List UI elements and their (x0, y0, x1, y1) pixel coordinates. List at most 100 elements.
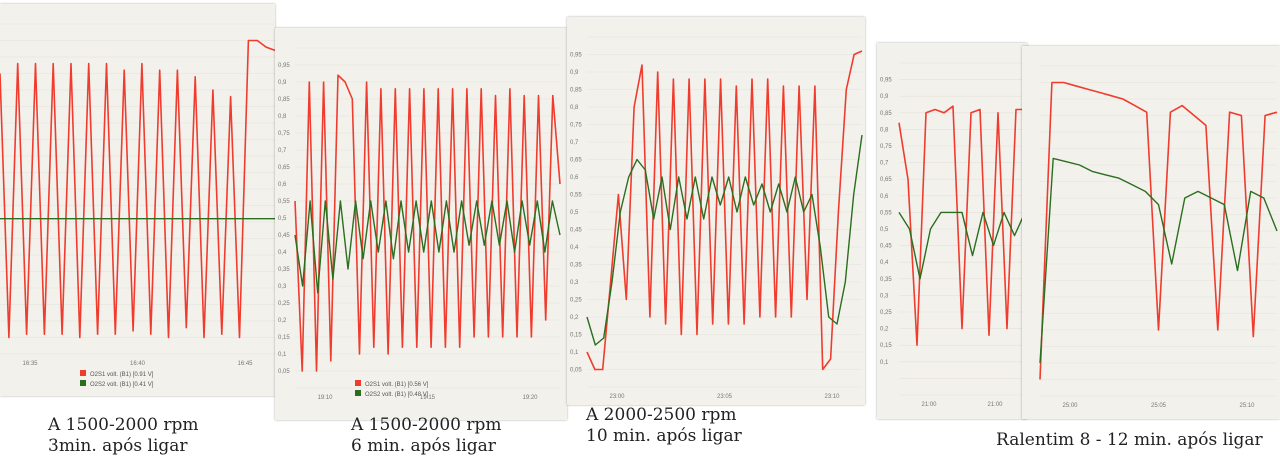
series-line-o2s1 (0, 39, 275, 339)
y-tick-label: 0,2 (880, 327, 889, 333)
x-tick-label: 19:20 (522, 395, 538, 401)
y-tick-label: 0,35 (880, 277, 892, 283)
x-tick-label: 16:45 (237, 361, 253, 367)
series-line-o2s2 (1039, 157, 1278, 364)
chart-2-svg: 0,05 0,1 0,15 0,2 0,25 0,3 0,35 0,4 0,45 0,5 0,55 0… (278, 47, 561, 401)
x-tick-label: 16:40 (130, 361, 146, 367)
x-tick-label: 23:00 (609, 394, 625, 400)
y-tick-label: 0,35 (570, 263, 582, 269)
series-line-o2s1 (586, 50, 863, 371)
legend-label: O2S1 volt. (B1) [0.56 V] (365, 382, 429, 388)
y-tick-label: 0,1 (278, 352, 287, 358)
y-tick-label: 0,05 (570, 368, 582, 374)
y-tick-label: 0,8 (570, 105, 579, 111)
chart-panel-2: 0,05 0,1 0,15 0,2 0,25 0,3 0,35 0,4 0,45 0,5 0,55 0… (275, 28, 567, 420)
y-tick-label: 0,95 (880, 78, 892, 84)
y-tick-label: 0,05 (278, 369, 290, 375)
x-tick-label: 25:00 (1062, 403, 1078, 409)
y-tick-label: 0,65 (278, 165, 290, 171)
legend-swatch (80, 380, 86, 386)
y-tick-label: 0,2 (278, 318, 287, 324)
y-tick-label: 0,25 (570, 298, 582, 304)
x-tick-label: 23:05 (717, 394, 733, 400)
chart-panel-5: 25:00 25:05 25:10 (1022, 46, 1280, 419)
caption-1-line1: A 1500-2000 rpm (48, 415, 199, 435)
chart-1-svg: 16:35 16:40 16:45 O2S1 volt. (B1) [0.91 V] O… (0, 23, 275, 388)
y-tick-label: 0,1 (880, 360, 889, 366)
caption-1: A 1500-2000 rpm 3min. após ligar (48, 415, 199, 457)
y-tick-label: 0,6 (570, 175, 579, 181)
x-tick-label: 21:00 (921, 402, 937, 408)
x-tick-label: 23:10 (824, 394, 840, 400)
series-line-o2s1 (294, 74, 561, 372)
y-tick-label: 0,9 (880, 94, 889, 100)
y-tick-label: 0,65 (880, 177, 892, 183)
caption-3: A 2000-2500 rpm 10 min. após ligar (586, 405, 742, 447)
caption-3-line1: A 2000-2500 rpm (586, 405, 737, 425)
y-tick-label: 0,85 (278, 97, 290, 103)
series-line-o2s1 (1039, 81, 1278, 380)
y-tick-label: 0,45 (278, 233, 290, 239)
y-tick-label: 0,5 (880, 227, 889, 233)
y-tick-label: 0,95 (570, 53, 582, 59)
chart-panel-1: 16:35 16:40 16:45 O2S1 volt. (B1) [0.91 V] O… (0, 4, 275, 396)
caption-2: A 1500-2000 rpm 6 min. após ligar (351, 415, 502, 457)
y-tick-label: 0,75 (880, 144, 892, 150)
y-tick-label: 0,7 (278, 148, 287, 154)
caption-4-line1: Ralentim 8 - 12 min. após ligar (996, 430, 1263, 450)
legend-label: O2S2 volt. (B1) [0.48 V] (365, 392, 429, 398)
caption-2-line1: A 1500-2000 rpm (351, 415, 502, 435)
y-tick-label: 0,15 (278, 335, 290, 341)
x-tick-label: 25:05 (1151, 403, 1167, 409)
legend-label: O2S1 volt. (B1) [0.91 V] (90, 372, 154, 378)
y-tick-label: 0,5 (278, 216, 287, 222)
y-tick-label: 0,15 (570, 333, 582, 339)
x-tick-label: 16:35 (22, 361, 38, 367)
chart-3-svg: 0,05 0,1 0,15 0,2 0,25 0,3 0,35 0,4 0,45 0,5 0,55 0… (570, 36, 863, 400)
caption-3-line2: 10 min. após ligar (586, 426, 742, 446)
chart-4-svg: 0,1 0,15 0,2 0,25 0,3 0,35 0,4 0,45 0,5 0,55 0,6 0,… (880, 62, 1026, 408)
series-line-o2s2 (898, 211, 1026, 280)
legend-swatch (355, 380, 361, 386)
y-tick-label: 0,95 (278, 63, 290, 69)
y-tick-label: 0,85 (570, 88, 582, 94)
y-tick-label: 0,75 (278, 131, 290, 137)
y-tick-label: 0,2 (570, 315, 579, 321)
y-tick-label: 0,3 (880, 293, 889, 299)
y-tick-label: 0,9 (570, 70, 579, 76)
x-tick-label: 19:15 (420, 395, 436, 401)
legend-swatch (355, 390, 361, 396)
y-tick-label: 0,85 (880, 111, 892, 117)
caption-2-line2: 6 min. após ligar (351, 436, 496, 456)
y-tick-label: 0,9 (278, 80, 287, 86)
series-line-o2s1 (898, 105, 1025, 347)
y-tick-label: 0,35 (278, 267, 290, 273)
y-tick-label: 0,4 (880, 260, 889, 266)
y-tick-label: 0,45 (880, 244, 892, 250)
series-line-o2s2 (294, 200, 561, 294)
x-tick-label: 25:10 (1239, 403, 1255, 409)
y-tick-label: 0,65 (570, 158, 582, 164)
y-tick-label: 0,25 (278, 301, 290, 307)
legend-label: O2S2 volt. (B1) [0.41 V] (90, 382, 154, 388)
y-tick-label: 0,7 (570, 140, 579, 146)
y-tick-label: 0,55 (570, 193, 582, 199)
caption-4: Ralentim 8 - 12 min. após ligar (996, 430, 1263, 451)
y-tick-label: 0,6 (278, 182, 287, 188)
y-tick-label: 0,6 (880, 194, 889, 200)
caption-1-line2: 3min. após ligar (48, 436, 188, 456)
x-tick-label: 19:10 (317, 395, 333, 401)
legend-swatch (80, 370, 86, 376)
x-tick-label: 21:00 (987, 402, 1003, 408)
y-tick-label: 0,75 (570, 123, 582, 129)
series-line-o2s2 (586, 134, 863, 346)
y-tick-label: 0,7 (880, 161, 889, 167)
y-tick-label: 0,55 (880, 210, 892, 216)
y-tick-label: 0,25 (880, 310, 892, 316)
y-tick-label: 0,8 (880, 127, 889, 133)
y-tick-label: 0,15 (880, 343, 892, 349)
y-tick-label: 0,4 (570, 245, 579, 251)
y-tick-label: 0,4 (278, 250, 287, 256)
y-tick-label: 0,55 (278, 199, 290, 205)
y-tick-label: 0,1 (570, 350, 579, 356)
